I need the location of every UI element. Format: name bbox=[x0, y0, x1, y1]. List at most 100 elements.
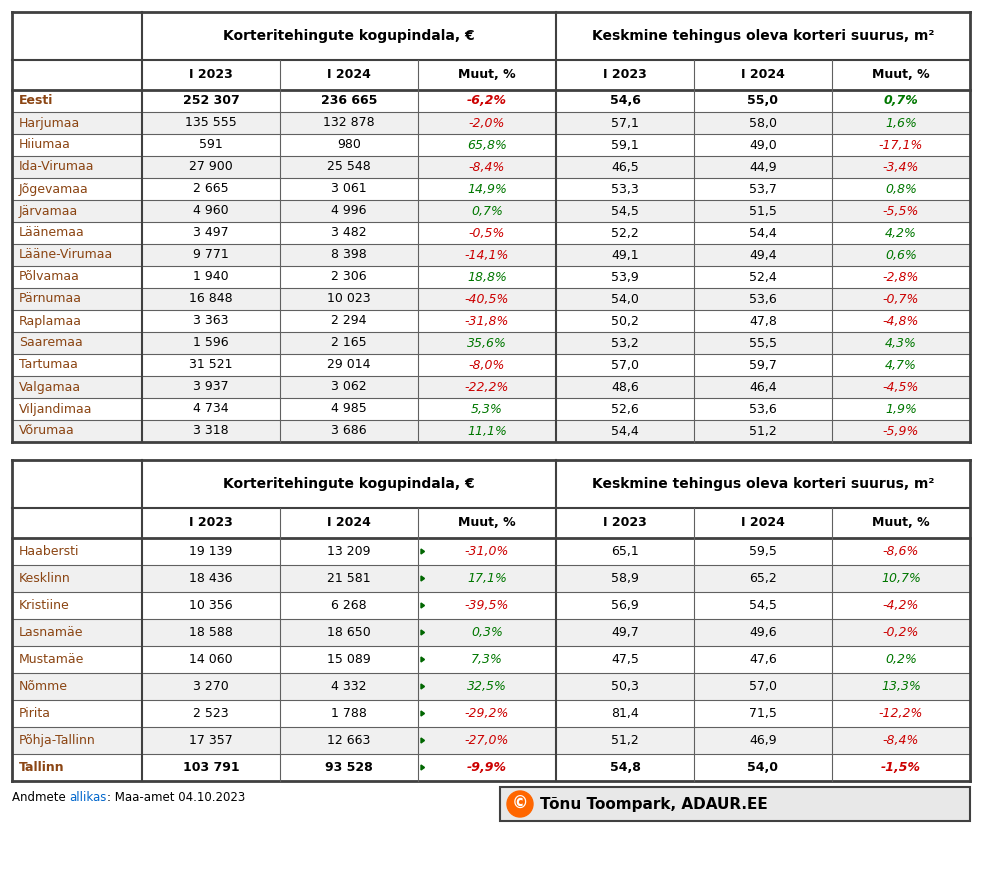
Text: 46,4: 46,4 bbox=[749, 381, 777, 394]
Text: 3 062: 3 062 bbox=[331, 381, 367, 394]
Bar bbox=[12, 244, 970, 266]
Text: 132 878: 132 878 bbox=[323, 116, 375, 130]
Text: -4,8%: -4,8% bbox=[883, 314, 919, 327]
Text: 21 581: 21 581 bbox=[327, 572, 371, 585]
Text: 18 588: 18 588 bbox=[190, 626, 233, 639]
Text: 47,6: 47,6 bbox=[749, 653, 777, 666]
Text: 65,8%: 65,8% bbox=[467, 138, 507, 151]
Bar bbox=[12, 222, 970, 244]
Polygon shape bbox=[421, 630, 424, 635]
Text: 17,1%: 17,1% bbox=[467, 572, 507, 585]
Text: 54,0: 54,0 bbox=[747, 761, 779, 774]
Text: 54,8: 54,8 bbox=[610, 761, 640, 774]
Text: Keskmine tehingus oleva korteri suurus, m²: Keskmine tehingus oleva korteri suurus, … bbox=[592, 477, 934, 491]
Text: 1 940: 1 940 bbox=[193, 270, 229, 284]
Text: 0,3%: 0,3% bbox=[471, 626, 503, 639]
Text: Andmete: Andmete bbox=[12, 791, 70, 804]
Bar bbox=[12, 288, 970, 310]
Text: -17,1%: -17,1% bbox=[879, 138, 923, 151]
Text: Nõmme: Nõmme bbox=[19, 680, 68, 693]
Text: Muut, %: Muut, % bbox=[459, 516, 516, 529]
Text: 16 848: 16 848 bbox=[190, 292, 233, 305]
Text: 50,3: 50,3 bbox=[611, 680, 639, 693]
Text: 49,1: 49,1 bbox=[611, 248, 639, 262]
Text: 27 900: 27 900 bbox=[190, 160, 233, 173]
Bar bbox=[12, 178, 970, 200]
Text: I 2023: I 2023 bbox=[190, 68, 233, 81]
Text: 4 985: 4 985 bbox=[331, 402, 367, 416]
Text: 46,5: 46,5 bbox=[611, 160, 639, 173]
Bar bbox=[12, 565, 970, 592]
Text: Valgamaa: Valgamaa bbox=[19, 381, 82, 394]
Text: 4 734: 4 734 bbox=[193, 402, 229, 416]
Polygon shape bbox=[421, 711, 424, 716]
Text: 252 307: 252 307 bbox=[183, 94, 240, 108]
Bar bbox=[12, 398, 970, 420]
Text: 2 306: 2 306 bbox=[331, 270, 367, 284]
Text: 4 960: 4 960 bbox=[193, 205, 229, 218]
Text: 4 996: 4 996 bbox=[331, 205, 366, 218]
Text: 14,9%: 14,9% bbox=[467, 183, 507, 195]
Bar bbox=[12, 376, 970, 398]
Text: 56,9: 56,9 bbox=[611, 599, 639, 612]
Text: Tõnu Toompark, ADAUR.EE: Tõnu Toompark, ADAUR.EE bbox=[540, 796, 768, 811]
Text: 7,3%: 7,3% bbox=[471, 653, 503, 666]
Text: 59,5: 59,5 bbox=[749, 545, 777, 558]
Text: 51,2: 51,2 bbox=[749, 424, 777, 438]
Text: Lasnamäe: Lasnamäe bbox=[19, 626, 83, 639]
Text: 13 209: 13 209 bbox=[327, 545, 371, 558]
Bar bbox=[12, 754, 970, 781]
Bar bbox=[12, 332, 970, 354]
Text: 2 294: 2 294 bbox=[331, 314, 366, 327]
Text: 31 521: 31 521 bbox=[190, 359, 233, 372]
Text: 59,7: 59,7 bbox=[749, 359, 777, 372]
Text: 3 497: 3 497 bbox=[193, 227, 229, 240]
Text: Tartumaa: Tartumaa bbox=[19, 359, 78, 372]
Text: -0,5%: -0,5% bbox=[468, 227, 505, 240]
Text: 71,5: 71,5 bbox=[749, 707, 777, 720]
Text: 3 270: 3 270 bbox=[193, 680, 229, 693]
Bar bbox=[12, 90, 970, 112]
Text: Muut, %: Muut, % bbox=[459, 68, 516, 81]
Text: -2,8%: -2,8% bbox=[883, 270, 919, 284]
Text: 51,2: 51,2 bbox=[611, 734, 639, 747]
Text: 53,9: 53,9 bbox=[611, 270, 639, 284]
Polygon shape bbox=[421, 576, 424, 581]
Text: I 2024: I 2024 bbox=[327, 68, 371, 81]
Text: -8,0%: -8,0% bbox=[468, 359, 505, 372]
Text: 18 650: 18 650 bbox=[327, 626, 371, 639]
Text: -4,2%: -4,2% bbox=[883, 599, 919, 612]
Text: Korteritehingute kogupindala, €: Korteritehingute kogupindala, € bbox=[223, 29, 475, 43]
Text: 51,5: 51,5 bbox=[749, 205, 777, 218]
Text: 50,2: 50,2 bbox=[611, 314, 639, 327]
Text: -1,5%: -1,5% bbox=[881, 761, 921, 774]
Text: Viljandimaa: Viljandimaa bbox=[19, 402, 92, 416]
Bar bbox=[12, 727, 970, 754]
Text: 1,6%: 1,6% bbox=[885, 116, 917, 130]
Text: Läänemaa: Läänemaa bbox=[19, 227, 84, 240]
Polygon shape bbox=[421, 603, 424, 608]
Bar bbox=[12, 538, 970, 565]
Text: 3 363: 3 363 bbox=[193, 314, 229, 327]
Text: Keskmine tehingus oleva korteri suurus, m²: Keskmine tehingus oleva korteri suurus, … bbox=[592, 29, 934, 43]
Text: 12 663: 12 663 bbox=[327, 734, 370, 747]
Text: 11,1%: 11,1% bbox=[467, 424, 507, 438]
Text: 18 436: 18 436 bbox=[190, 572, 233, 585]
Text: -31,0%: -31,0% bbox=[464, 545, 510, 558]
Text: Korteritehingute kogupindala, €: Korteritehingute kogupindala, € bbox=[223, 477, 475, 491]
Text: -12,2%: -12,2% bbox=[879, 707, 923, 720]
Text: -8,6%: -8,6% bbox=[883, 545, 919, 558]
Text: 135 555: 135 555 bbox=[186, 116, 237, 130]
Text: 53,2: 53,2 bbox=[611, 337, 639, 349]
Text: -22,2%: -22,2% bbox=[464, 381, 510, 394]
Text: 14 060: 14 060 bbox=[190, 653, 233, 666]
Text: 49,4: 49,4 bbox=[749, 248, 777, 262]
Text: -31,8%: -31,8% bbox=[464, 314, 510, 327]
Text: Raplamaa: Raplamaa bbox=[19, 314, 82, 327]
Text: 103 791: 103 791 bbox=[183, 761, 240, 774]
Text: I 2024: I 2024 bbox=[741, 68, 785, 81]
Text: : Maa-amet 04.10.2023: : Maa-amet 04.10.2023 bbox=[107, 791, 246, 804]
Bar bbox=[12, 134, 970, 156]
Text: 55,0: 55,0 bbox=[747, 94, 779, 108]
Bar bbox=[12, 619, 970, 646]
